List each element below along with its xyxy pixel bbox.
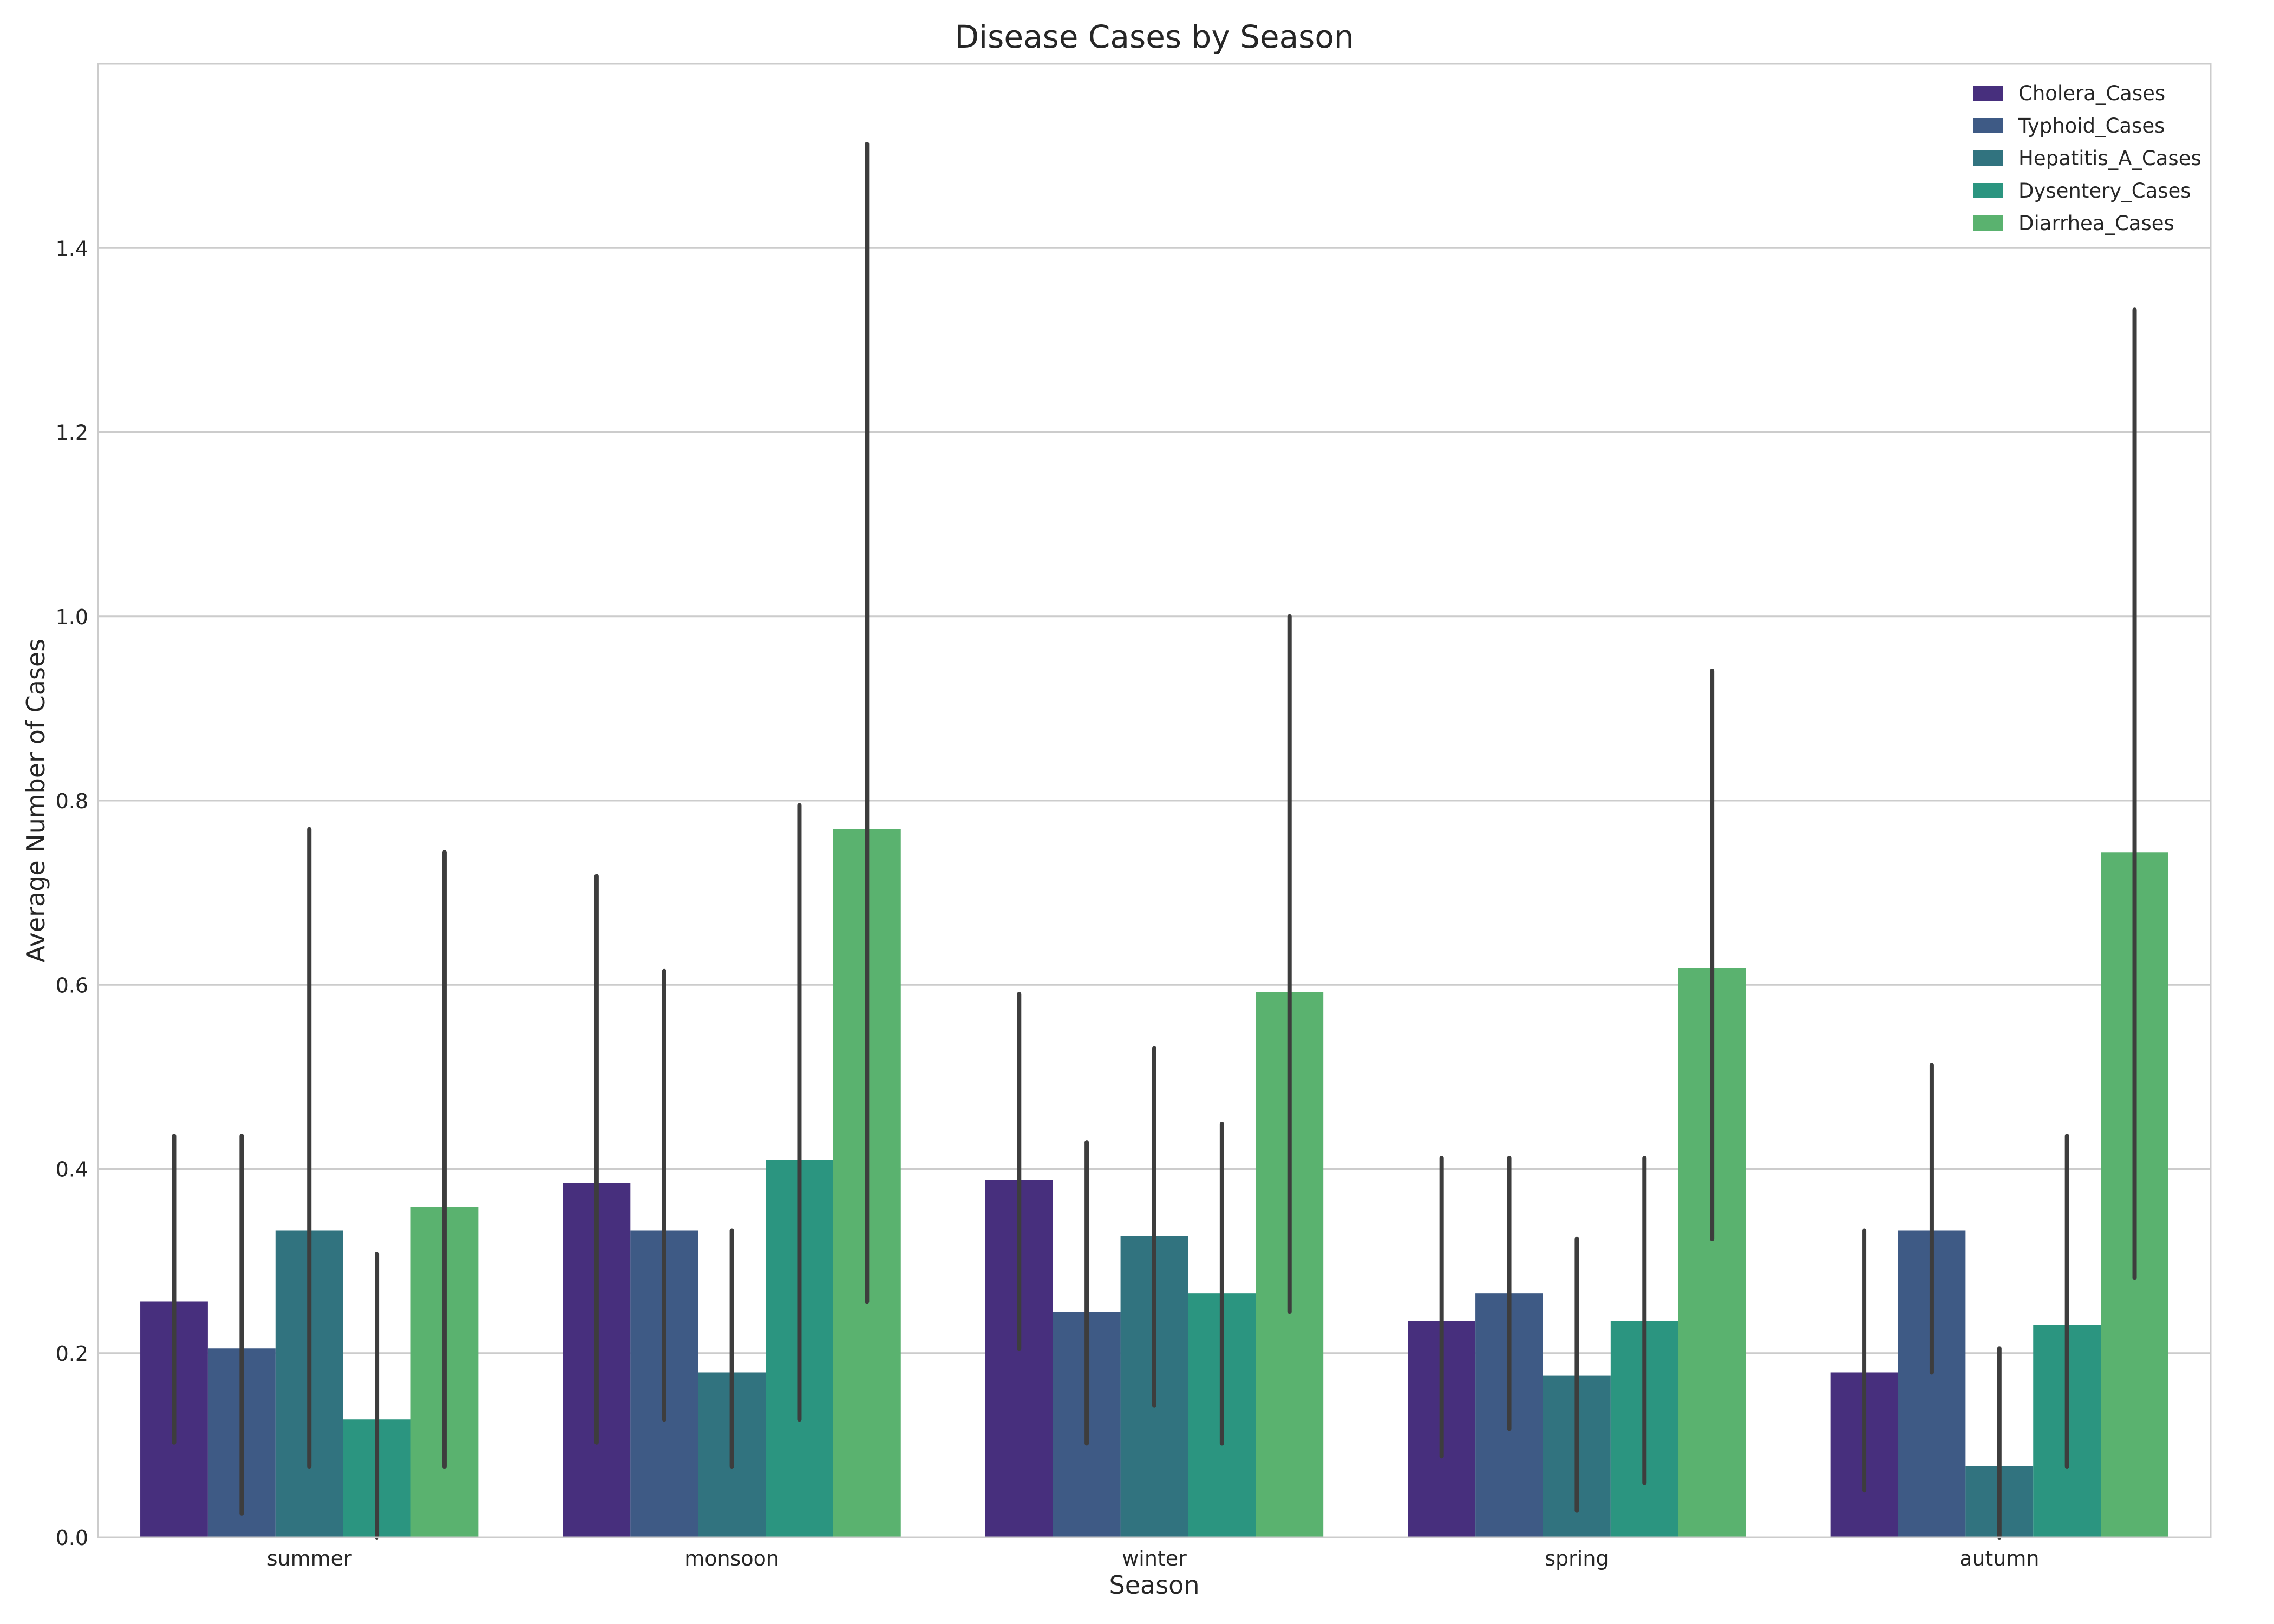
legend-label: Typhoid_Cases (2018, 114, 2165, 137)
y-tick-label: 0.8 (56, 789, 88, 813)
legend: Cholera_Cases Typhoid_Cases Hepatitis_A_Ca… (1973, 82, 2201, 235)
plot-frame (97, 63, 2212, 1538)
y-tick-label: 1.4 (56, 237, 88, 260)
legend-swatch (1973, 86, 2003, 101)
chart-title: Disease Cases by Season (955, 18, 1354, 55)
y-tick-labels: 0.0 0.2 0.4 0.6 0.8 1.0 1.2 1.4 (56, 237, 88, 1550)
x-tick-labels: summer monsoon winter spring autumn (267, 1547, 2040, 1570)
y-tick-label: 1.2 (56, 421, 88, 445)
y-tick-label: 0.0 (56, 1526, 88, 1550)
legend-label: Dysentery_Cases (2018, 179, 2191, 202)
legend-swatch (1973, 183, 2003, 198)
x-tick-label: spring (1545, 1547, 1609, 1570)
legend-swatch (1973, 215, 2003, 231)
y-tick-label: 0.6 (56, 973, 88, 997)
legend-swatch (1973, 150, 2003, 166)
x-axis-label: Season (1109, 1570, 1200, 1600)
x-tick-label: monsoon (684, 1547, 779, 1570)
x-tick-label: winter (1122, 1547, 1187, 1570)
y-tick-label: 1.0 (56, 605, 88, 629)
legend-label: Cholera_Cases (2018, 82, 2165, 105)
x-tick-label: summer (267, 1547, 352, 1570)
x-tick-label: autumn (1959, 1547, 2039, 1570)
y-tick-label: 0.4 (56, 1158, 88, 1182)
legend-swatch (1973, 118, 2003, 133)
error-bars (172, 142, 2137, 1540)
y-tick-label: 0.2 (56, 1342, 88, 1366)
legend-label: Hepatitis_A_Cases (2018, 147, 2201, 170)
y-axis-label: Average Number of Cases (21, 639, 50, 962)
legend-label: Diarrhea_Cases (2018, 212, 2174, 235)
